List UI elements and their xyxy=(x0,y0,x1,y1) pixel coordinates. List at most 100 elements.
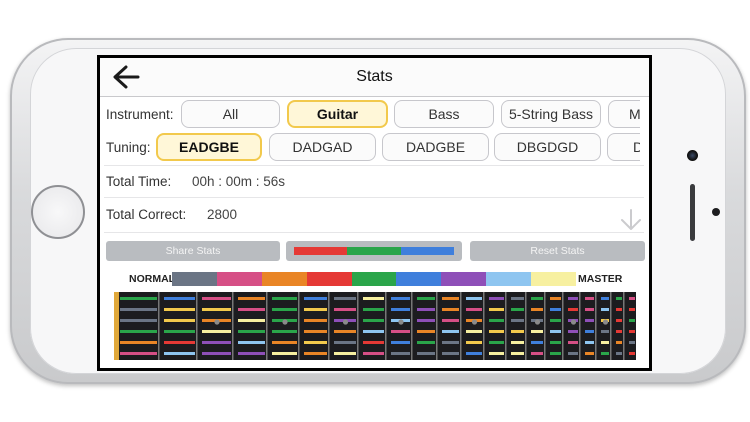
instrument-option-bass[interactable]: Bass xyxy=(394,100,494,128)
legend-swatch-9 xyxy=(531,272,577,286)
navigation-bar: Stats xyxy=(100,58,649,97)
instrument-option-guitar[interactable]: Guitar xyxy=(287,100,388,128)
fret-cell xyxy=(629,308,635,311)
fret-cell xyxy=(334,352,356,355)
fret-cell xyxy=(511,319,524,322)
fret-wire xyxy=(595,292,597,360)
fret-cell xyxy=(629,352,635,355)
fret-cell xyxy=(466,308,482,311)
fret-marker-dot xyxy=(534,319,541,325)
fret-cell xyxy=(120,297,157,300)
arrow-left-icon xyxy=(113,65,140,89)
share-stats-button[interactable]: Share Stats xyxy=(106,241,280,261)
legend-swatch-3 xyxy=(261,272,307,286)
divider xyxy=(104,232,644,233)
fret-cell xyxy=(363,308,384,311)
fret-cell xyxy=(442,308,459,311)
legend-master-label: MASTER xyxy=(578,273,623,285)
fret-cell xyxy=(585,330,594,333)
tuning-option-dbgdgd[interactable]: DBGDGD xyxy=(494,133,601,161)
fret-wire xyxy=(436,292,438,360)
fret-cell xyxy=(442,319,459,322)
instrument-option-5-string-bass[interactable]: 5-String Bass xyxy=(501,100,601,128)
scroll-down-button[interactable] xyxy=(619,208,643,232)
fret-cell xyxy=(272,330,297,333)
fret-cell xyxy=(304,352,327,355)
fret-wire xyxy=(460,292,462,360)
fret-cell xyxy=(202,308,231,311)
fret-marker-dot xyxy=(282,319,288,325)
fret-cell xyxy=(511,297,524,300)
total-time-label: Total Time: xyxy=(106,174,172,189)
fret-cell xyxy=(164,319,195,322)
fret-cell xyxy=(363,330,384,333)
fret-cell xyxy=(568,308,578,311)
fret-cell xyxy=(489,297,504,300)
fret-cell xyxy=(568,330,578,333)
tuning-option-more[interactable]: D xyxy=(607,133,640,161)
fret-cell xyxy=(120,341,157,344)
earpiece-speaker xyxy=(690,184,695,241)
fret-cell xyxy=(531,341,543,344)
fret-cell xyxy=(466,352,482,355)
fret-cell xyxy=(511,308,524,311)
progress-toggle-button[interactable] xyxy=(286,241,462,261)
fret-wire xyxy=(525,292,527,360)
tuning-option-dadgbe[interactable]: DADGBE xyxy=(382,133,489,161)
fret-cell xyxy=(334,341,356,344)
fret-cell xyxy=(601,297,609,300)
fret-cell xyxy=(442,341,459,344)
fret-cell xyxy=(304,330,327,333)
reset-stats-button[interactable]: Reset Stats xyxy=(470,241,645,261)
fret-cell xyxy=(601,352,609,355)
instrument-option-all[interactable]: All xyxy=(181,100,280,128)
fret-cell xyxy=(568,352,578,355)
fret-cell xyxy=(550,319,561,322)
fret-cell xyxy=(511,352,524,355)
legend-normal-label: NORMAL xyxy=(129,273,176,285)
progress-color-bar xyxy=(294,247,454,255)
fret-cell xyxy=(601,341,609,344)
fret-cell xyxy=(442,297,459,300)
fret-cell xyxy=(238,352,265,355)
back-button[interactable] xyxy=(108,62,144,92)
fret-wire xyxy=(579,292,581,360)
home-button[interactable] xyxy=(31,185,85,239)
fret-cell xyxy=(489,330,504,333)
fret-wire xyxy=(544,292,546,360)
fret-cell xyxy=(334,297,356,300)
fretboard-nut xyxy=(114,292,119,360)
total-correct-value: 2800 xyxy=(207,207,238,222)
fret-wire xyxy=(196,292,198,360)
fret-marker-dot xyxy=(342,319,349,325)
fret-wire xyxy=(328,292,330,360)
instrument-option-more[interactable]: M xyxy=(608,100,640,128)
fret-cell xyxy=(616,308,622,311)
legend-swatch-5 xyxy=(351,272,397,286)
fret-cell xyxy=(629,330,635,333)
fretboard-heatmap xyxy=(114,292,636,360)
fret-cell xyxy=(417,330,435,333)
fret-marker-dot xyxy=(214,319,220,325)
fret-cell xyxy=(616,297,622,300)
fret-cell xyxy=(511,341,524,344)
fret-wire xyxy=(232,292,234,360)
fret-cell xyxy=(531,297,543,300)
fret-cell xyxy=(391,297,410,300)
fret-cell xyxy=(585,352,594,355)
fret-cell xyxy=(238,330,265,333)
fret-marker-dot xyxy=(471,319,478,325)
tuning-option-eadgbe[interactable]: EADGBE xyxy=(156,133,262,161)
fret-wire xyxy=(158,292,160,360)
fret-cell xyxy=(629,341,635,344)
fret-cell xyxy=(629,319,635,322)
fret-cell xyxy=(238,319,265,322)
fret-cell xyxy=(202,297,231,300)
fret-cell xyxy=(391,330,410,333)
fret-cell xyxy=(164,330,195,333)
tuning-option-dadgad[interactable]: DADGAD xyxy=(269,133,376,161)
fret-cell xyxy=(489,319,504,322)
fret-marker-dot xyxy=(398,319,404,325)
fret-wire xyxy=(298,292,300,360)
arrow-down-icon xyxy=(621,209,641,230)
